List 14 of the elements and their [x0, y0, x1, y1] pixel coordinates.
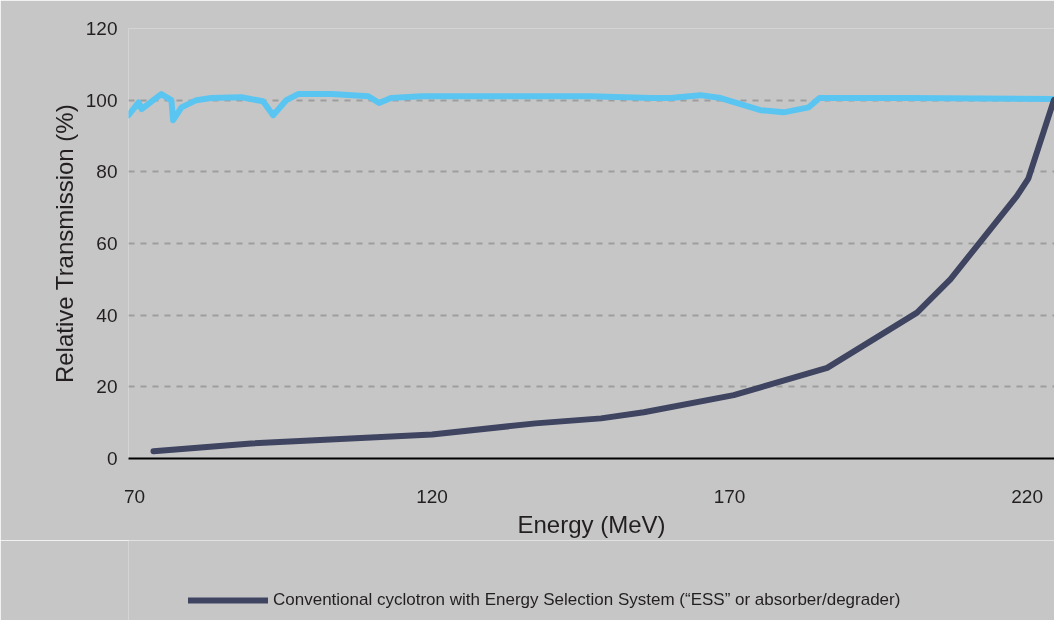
y-tick-label: 0: [106, 448, 118, 469]
x-tick-label: 170: [713, 485, 746, 507]
y-axis-title: Relative Transmission (%): [50, 104, 78, 384]
x-axis-title: Energy (MeV): [517, 510, 666, 538]
y-tick-label: 120: [85, 18, 118, 39]
y-tick-label: 100: [85, 89, 118, 111]
y-tick-label: 60: [96, 233, 118, 254]
x-tick-label: 120: [416, 485, 448, 507]
y-tick-label: 80: [96, 161, 118, 183]
x-tick-label: 70: [123, 485, 146, 507]
x-tick-label: 220: [1011, 485, 1043, 507]
y-tick-label: 20: [96, 376, 118, 398]
legend-label: Conventional cyclotron with Energy Selection System (“ESS” or absorber/degrader): [273, 590, 901, 610]
y-tick-label: 40: [96, 304, 118, 326]
